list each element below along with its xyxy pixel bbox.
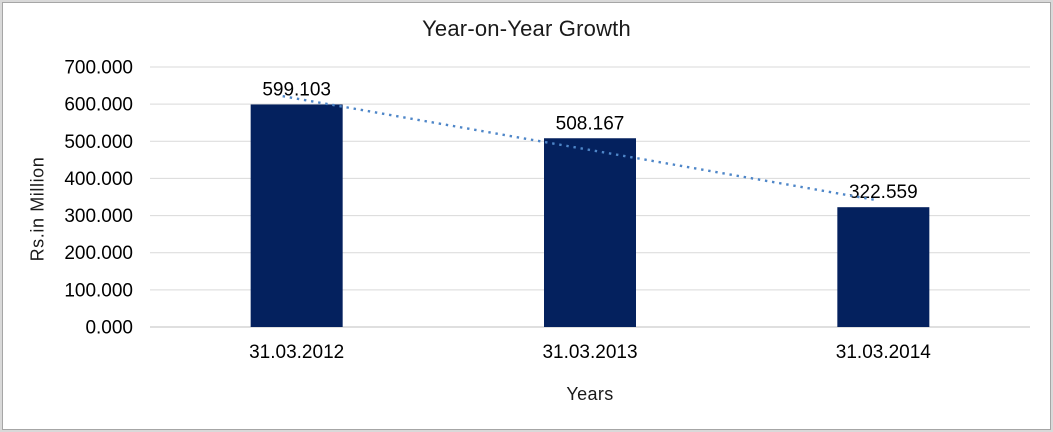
x-category-label: 31.03.2014 — [836, 342, 932, 363]
y-tick-label: 400.000 — [64, 169, 133, 190]
x-category-label: 31.03.2012 — [249, 342, 344, 363]
bar-31.03.2014 — [837, 207, 930, 327]
bar-31.03.2013 — [544, 138, 636, 327]
x-category-label: 31.03.2013 — [542, 342, 637, 363]
bar-value-label: 599.103 — [262, 79, 331, 100]
y-tick-label: 500.000 — [64, 132, 133, 153]
y-tick-label: 700.000 — [64, 58, 133, 79]
y-tick-label: 0.000 — [85, 318, 133, 339]
y-tick-label: 600.000 — [64, 95, 133, 116]
bar-31.03.2012 — [250, 104, 343, 327]
y-tick-label: 100.000 — [64, 280, 133, 301]
y-tick-label: 200.000 — [64, 243, 133, 264]
bar-value-label: 322.559 — [849, 182, 918, 203]
x-axis-title: Years — [566, 384, 614, 404]
y-tick-label: 300.000 — [64, 206, 133, 227]
bar-value-label: 508.167 — [556, 113, 625, 134]
chart-title: Year-on-Year Growth — [422, 16, 631, 41]
